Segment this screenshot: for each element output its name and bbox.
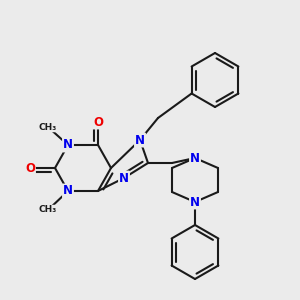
Text: O: O xyxy=(93,116,103,128)
Text: CH₃: CH₃ xyxy=(39,122,57,131)
Text: CH₃: CH₃ xyxy=(39,206,57,214)
Text: N: N xyxy=(63,139,73,152)
Text: N: N xyxy=(190,152,200,164)
Text: N: N xyxy=(63,184,73,197)
Text: N: N xyxy=(119,172,129,184)
Text: N: N xyxy=(190,196,200,208)
Text: O: O xyxy=(25,161,35,175)
Text: N: N xyxy=(135,134,145,146)
